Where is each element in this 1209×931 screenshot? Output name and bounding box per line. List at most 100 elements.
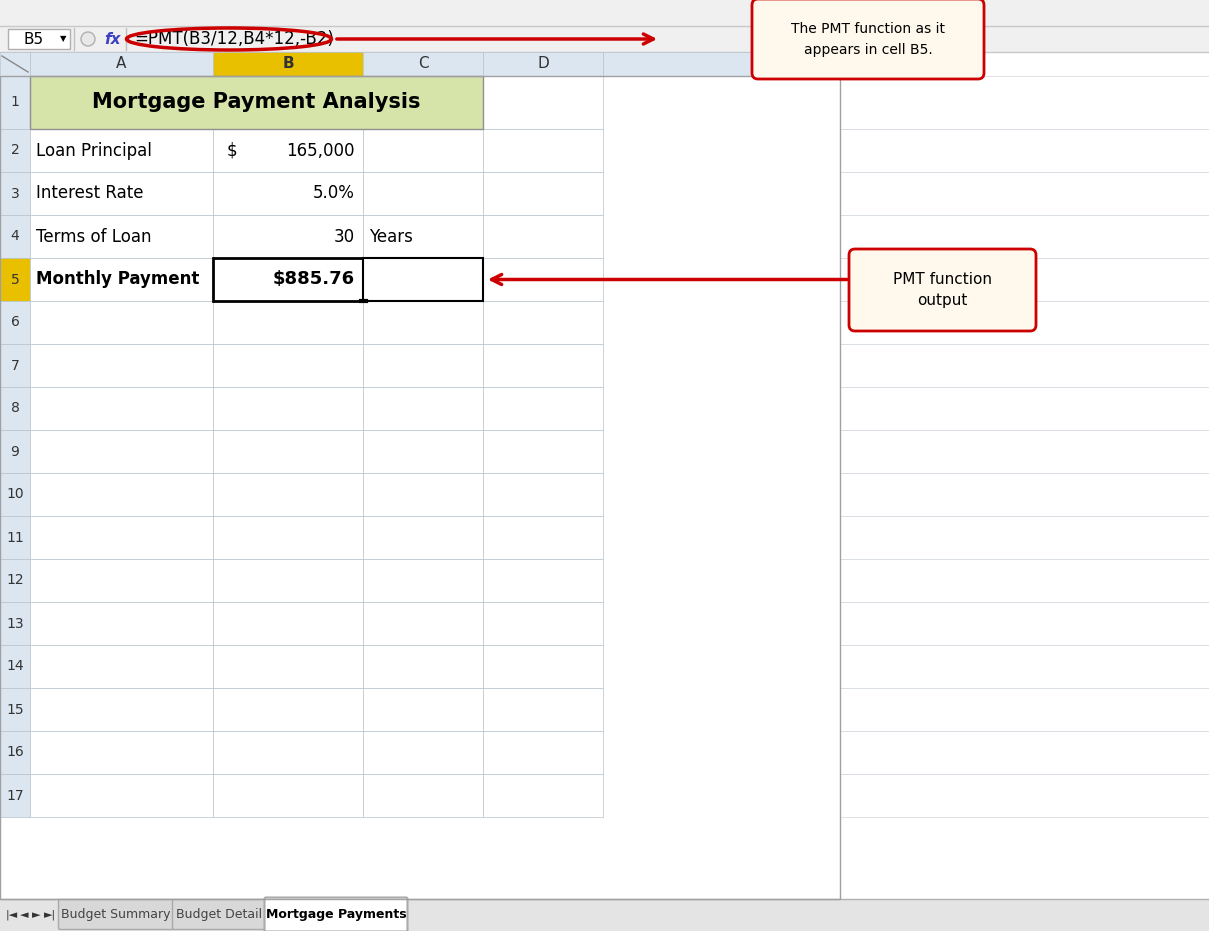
Bar [213,645,363,688]
Bar [0,76,30,129]
Text: Monthly Payment: Monthly Payment [36,271,199,289]
Bar [30,516,213,559]
Bar [840,516,1209,559]
Bar [0,301,30,344]
Text: appears in cell B5.: appears in cell B5. [804,43,932,57]
Bar [213,52,363,76]
Text: B: B [282,57,294,72]
Bar [484,516,603,559]
Bar [30,688,213,731]
Bar [363,473,484,516]
Bar [484,52,603,76]
Bar [213,602,363,645]
Bar [363,52,484,76]
Bar [363,688,484,731]
Bar [30,76,213,129]
Bar [30,258,213,301]
Text: 2: 2 [11,143,19,157]
Text: output: output [918,293,967,308]
Text: 12: 12 [6,573,24,587]
Bar [213,688,363,731]
Bar [0,76,840,899]
Text: 3: 3 [11,186,19,200]
Bar [484,645,603,688]
Bar [840,731,1209,774]
Bar [363,344,484,387]
Text: 10: 10 [6,488,24,502]
Bar [0,258,30,301]
Bar [213,172,363,215]
Text: 15: 15 [6,703,24,717]
Text: A: A [116,57,127,72]
Text: Mortgage Payment Analysis: Mortgage Payment Analysis [92,92,421,113]
Bar [484,473,603,516]
FancyBboxPatch shape [849,249,1036,331]
Bar [363,172,484,215]
Text: 4: 4 [11,230,19,244]
Bar [0,516,30,559]
Bar [213,301,363,344]
Bar [30,559,213,602]
Bar [213,129,363,172]
Bar [30,473,213,516]
Bar [840,387,1209,430]
Bar [363,76,484,129]
Bar [213,731,363,774]
Text: Mortgage Payments: Mortgage Payments [266,908,406,921]
Bar [213,559,363,602]
Bar [484,301,603,344]
Bar [0,0,1209,52]
Text: Budget Detail: Budget Detail [177,908,262,921]
Bar [363,258,484,301]
Bar [30,76,484,129]
Bar [30,52,213,76]
Bar [0,473,30,516]
Bar [363,129,484,172]
Bar [840,688,1209,731]
Text: Budget Summary: Budget Summary [62,908,170,921]
Text: Interest Rate: Interest Rate [36,184,144,203]
Text: The PMT function as it: The PMT function as it [791,22,945,36]
Bar [0,731,30,774]
Bar [363,387,484,430]
Text: 165,000: 165,000 [287,142,355,159]
Bar [213,76,363,129]
Circle shape [81,32,96,46]
Bar [213,344,363,387]
Text: 6: 6 [11,316,19,330]
Bar [0,774,30,817]
Bar [213,774,363,817]
Text: 16: 16 [6,746,24,760]
Text: 13: 13 [6,616,24,630]
Bar [213,473,363,516]
Bar [484,731,603,774]
Text: Years: Years [369,227,413,246]
Text: C: C [417,57,428,72]
Bar [840,602,1209,645]
Bar [0,52,30,76]
Bar [484,344,603,387]
Bar [484,76,603,129]
Text: 7: 7 [11,358,19,372]
Text: ▼: ▼ [59,34,66,44]
Text: $: $ [227,142,238,159]
Bar [840,129,1209,172]
Bar [0,688,30,731]
Bar [484,602,603,645]
Bar [30,602,213,645]
Bar [484,258,603,301]
Bar [0,129,30,172]
Bar [363,215,484,258]
Bar [0,387,30,430]
Text: =PMT(B3/12,B4*12,-B2): =PMT(B3/12,B4*12,-B2) [134,30,334,48]
Bar [363,301,484,344]
Bar [8,29,70,49]
Bar [30,731,213,774]
Text: ►: ► [31,910,40,920]
Text: 9: 9 [11,444,19,458]
Bar [840,645,1209,688]
Bar [840,559,1209,602]
Bar [30,344,213,387]
Text: D: D [537,57,549,72]
Bar [213,516,363,559]
